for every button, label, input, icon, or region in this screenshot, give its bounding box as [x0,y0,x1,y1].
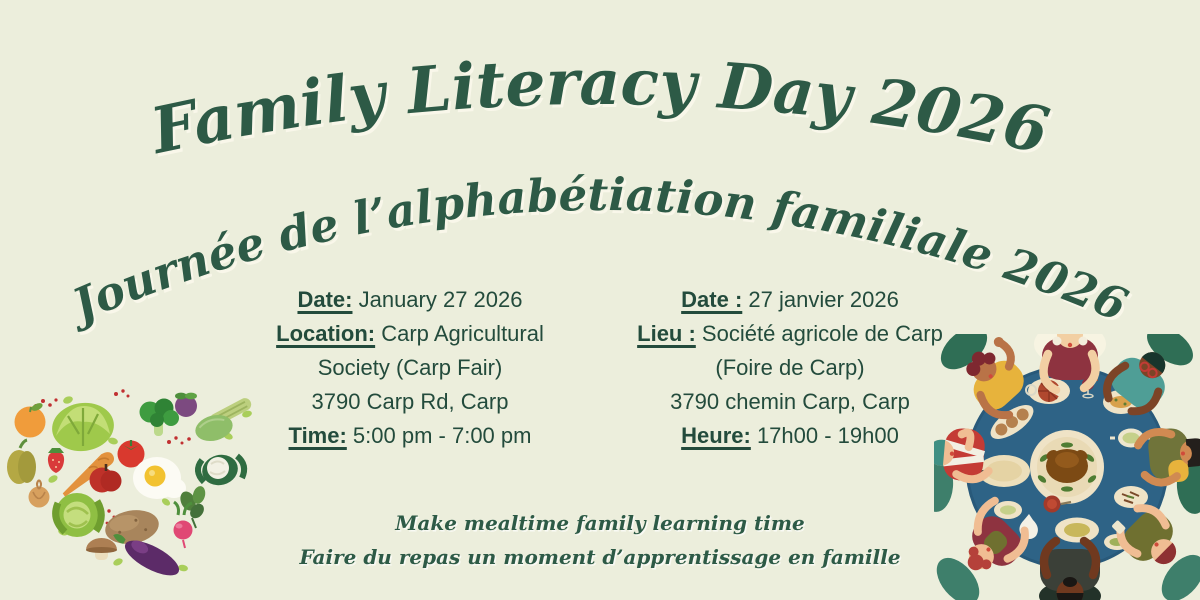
date-value-en: January 27 2026 [352,287,523,312]
person-beanie-man [934,428,993,484]
cabbage-icon [52,493,105,537]
person-grandfather [1039,334,1100,395]
person-teal-shirt-man [1103,352,1166,416]
fried-egg-icon [133,457,186,499]
eggplant-icon [113,534,180,576]
address-value-fr: 3790 chemin Carp, Carp [670,389,910,414]
strawberry-icon [47,448,65,473]
detail-line-location2-en: Society (Carp Fair) [225,351,595,385]
person-redhead-woman [966,337,1024,420]
date-value-fr: 27 janvier 2026 [742,287,899,312]
detail-line-address-fr: 3790 chemin Carp, Carp [605,385,975,419]
arched-titles: Family Literacy Day 2026 Family Literacy… [58,45,1138,338]
detail-line-time-en: Time: 5:00 pm - 7:00 pm [225,419,595,453]
person-bob-hair-woman [1134,428,1200,487]
bell-pepper-icon [7,438,36,484]
mushroom-icon [86,538,117,560]
location-value2-en: Society (Carp Fair) [317,355,503,380]
time-value-en: 5:00 pm - 7:00 pm [346,423,532,448]
carrot-icon [62,452,115,497]
tomato-icon [117,440,145,468]
mangosteen-icon [175,392,197,417]
vegetable-heart-illustration [7,389,252,576]
slogan-en: Make mealtime family learning time [395,511,805,535]
slogan-fr: Faire du repas un moment d’apprentissage… [299,545,901,569]
radish-icon [173,500,193,549]
lieu-value-fr: Société agricole de Carp [695,321,943,346]
broccoli-icon [139,398,179,436]
person-bearded-man [1039,536,1101,600]
address-value-en: 3790 Carp Rd, Carp [311,389,509,414]
person-olive-sweater [1112,504,1177,565]
location-value-en: Carp Agricultural [375,321,544,346]
event-details-en: Date: January 27 2026 Location: Carp Agr… [225,283,595,453]
heure-label-fr: Heure: [681,423,751,448]
event-details-fr: Date : 27 janvier 2026 Lieu : Société ag… [605,283,975,453]
people [934,334,1200,600]
onion-icon [28,479,50,508]
detail-line-lieu2-fr: (Foire de Carp) [605,351,975,385]
family-round-table-dinner-illustration [934,334,1200,600]
date-label-fr: Date : [681,287,743,312]
location-label-en: Location: [276,321,376,346]
detail-line-date-en: Date: January 27 2026 [225,283,595,317]
lieu-label-fr: Lieu : [637,321,696,346]
poster-title-en: Family Literacy Day 2026 [143,45,1055,169]
detail-line-address-en: 3790 Carp Rd, Carp [225,385,595,419]
person-maroon-sweater [967,496,1029,571]
cauliflower-icon [195,453,248,486]
detail-line-lieu-fr: Lieu : Société agricole de Carp [605,317,975,351]
spinach-icon [180,486,206,529]
detail-line-location-en: Location: Carp Agricultural [225,317,595,351]
apple-icon [89,464,122,493]
table-food [971,357,1168,550]
lieu-value2-fr: (Foire de Carp) [715,355,865,380]
chairs [934,334,1200,600]
slogans: Make mealtime family learning time Faire… [0,506,1200,574]
lettuce-icon [52,402,114,452]
detail-line-date-fr: Date : 27 janvier 2026 [605,283,975,317]
herb-leaf-bits [48,396,252,572]
orange-icon [14,403,46,438]
date-label-en: Date: [297,287,353,312]
mango-icon [195,414,233,442]
time-label-en: Time: [288,423,347,448]
heure-value-fr: 17h00 - 19h00 [750,423,899,448]
detail-line-heure-fr: Heure: 17h00 - 19h00 [605,419,975,453]
